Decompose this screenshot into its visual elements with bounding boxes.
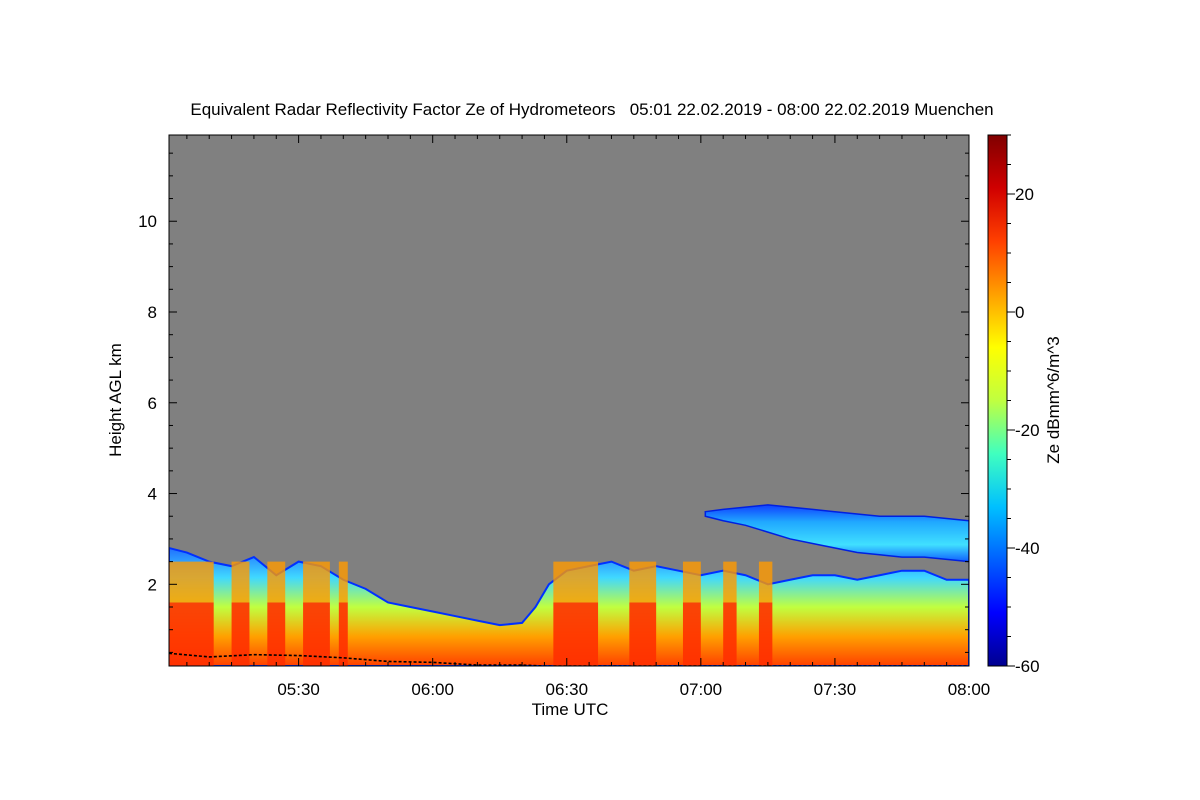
y-tick-label: 10 [138,212,157,231]
colorbar-tick-label: 0 [1015,303,1024,322]
colorbar-axis: 20 0 -20 -40 -60 [1007,134,1040,676]
echo-core-3 [267,561,286,603]
strong-echo-5 [338,602,348,666]
strong-echo-1 [169,602,214,666]
chart-title: Equivalent Radar Reflectivity Factor Ze … [190,100,993,119]
echo-core-7 [629,561,657,603]
colorbar-tick-label: -40 [1015,539,1040,558]
strong-echo-6 [553,602,599,666]
echo-core-9 [723,561,737,603]
strong-echo-10 [758,602,773,666]
strong-echo-7 [629,602,657,666]
colorbar-tick-label: -60 [1015,657,1040,676]
y-tick-label: 4 [148,485,157,504]
y-axis: 2 4 6 8 10 [138,152,969,653]
strong-echo-4 [303,602,330,666]
x-tick-label: 06:00 [411,680,454,699]
colorbar-label: Ze dBmm^6/m^3 [1044,336,1063,463]
colorbar [987,134,1008,667]
y-tick-label: 6 [148,394,157,413]
echo-core-1 [169,561,214,603]
upper-cloud-layer [704,504,969,563]
plot-frame [168,134,970,667]
reflectivity-field [169,504,969,666]
y-tick-label: 2 [148,575,157,594]
y-tick-label: 8 [148,303,157,322]
x-tick-label: 07:00 [680,680,723,699]
echo-core-4 [303,561,330,603]
x-tick-label: 06:30 [545,680,588,699]
x-tick-label: 07:30 [814,680,857,699]
x-axis: 05:30 06:00 06:30 07:00 07:30 08:00 [186,135,991,699]
colorbar-tick-label: -20 [1015,421,1040,440]
strong-echo-8 [682,602,701,666]
x-tick-label: 08:00 [948,680,991,699]
strong-echo-9 [723,602,737,666]
echo-core-8 [682,561,701,603]
echo-core-5 [338,561,348,603]
echo-core-10 [758,561,773,603]
x-axis-label: Time UTC [532,700,609,719]
colorbar-tick-label: 20 [1015,185,1034,204]
strong-echo-3 [267,602,286,666]
echo-core-6 [553,561,599,603]
echo-core-2 [231,561,250,603]
y-axis-label: Height AGL km [106,343,125,457]
x-tick-label: 05:30 [277,680,320,699]
strong-echo-2 [231,602,250,666]
